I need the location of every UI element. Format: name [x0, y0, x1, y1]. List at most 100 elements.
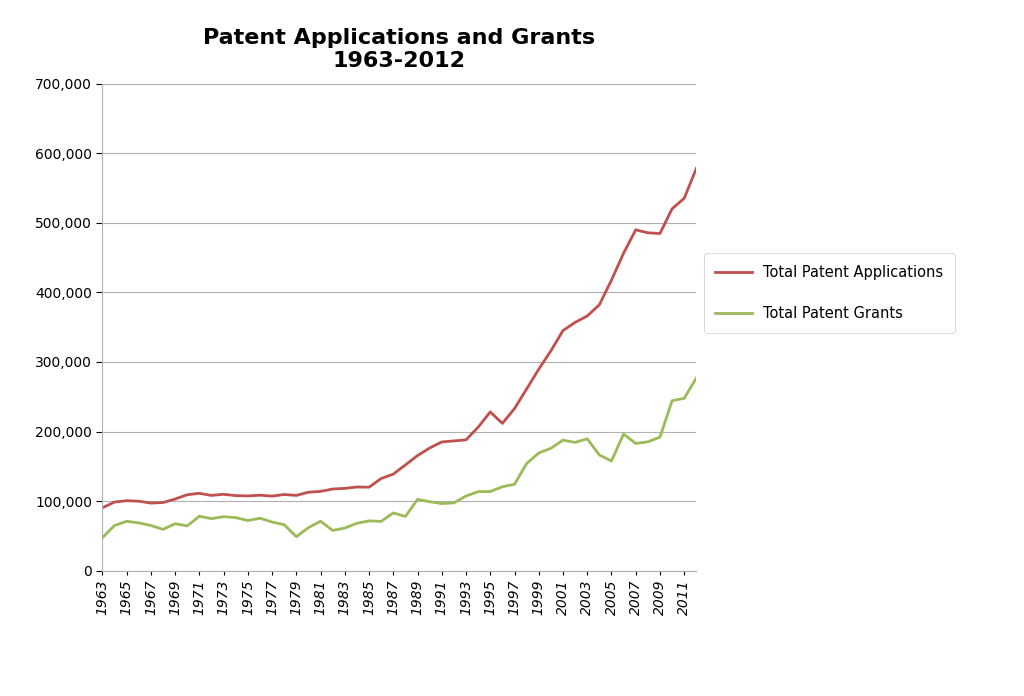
Total Patent Applications: [266, 492, 279, 500]
Total Patent Applications: [327, 485, 339, 493]
Total Patent Grants: [412, 496, 424, 504]
Total Patent Applications: [497, 419, 509, 427]
Total Patent Grants: [169, 519, 181, 528]
Total Patent Grants: [678, 394, 690, 402]
Total Patent Grants: [242, 516, 254, 525]
Total Patent Applications: [581, 312, 593, 320]
Total Patent Grants: [447, 498, 460, 507]
Total Patent Applications: [144, 499, 157, 507]
Total Patent Grants: [520, 459, 532, 468]
Total Patent Applications: [605, 276, 617, 284]
Total Patent Applications: [96, 504, 109, 512]
Total Patent Grants: [327, 526, 339, 535]
Total Patent Grants: [181, 522, 194, 530]
Total Patent Grants: [351, 519, 364, 528]
Total Patent Grants: [157, 525, 169, 534]
Total Patent Applications: [121, 496, 133, 505]
Total Patent Applications: [133, 497, 145, 505]
Total Patent Grants: [339, 524, 351, 532]
Total Patent Applications: [375, 475, 387, 483]
Total Patent Grants: [266, 518, 279, 526]
Total Patent Grants: [96, 534, 109, 542]
Total Patent Applications: [181, 491, 194, 499]
Total Patent Applications: [545, 347, 557, 355]
Total Patent Grants: [653, 433, 666, 441]
Total Patent Grants: [557, 436, 569, 444]
Total Patent Applications: [157, 498, 169, 507]
Total Patent Applications: [339, 484, 351, 493]
Total Patent Grants: [314, 517, 327, 525]
Total Patent Applications: [217, 490, 229, 498]
Title: Patent Applications and Grants
1963-2012: Patent Applications and Grants 1963-2012: [204, 28, 595, 71]
Total Patent Grants: [387, 509, 399, 517]
Total Patent Grants: [581, 434, 593, 443]
Total Patent Applications: [109, 498, 121, 506]
Total Patent Grants: [532, 449, 545, 457]
Total Patent Grants: [254, 514, 266, 523]
Total Patent Applications: [447, 437, 460, 445]
Total Patent Grants: [217, 512, 229, 521]
Total Patent Grants: [399, 512, 412, 521]
Total Patent Applications: [532, 365, 545, 373]
Total Patent Grants: [229, 514, 242, 522]
Total Patent Grants: [508, 480, 520, 489]
Total Patent Applications: [424, 444, 436, 452]
Total Patent Applications: [508, 404, 520, 413]
Line: Total Patent Applications: Total Patent Applications: [102, 168, 696, 508]
Total Patent Grants: [435, 500, 447, 508]
Total Patent Grants: [666, 397, 678, 405]
Total Patent Applications: [194, 489, 206, 498]
Total Patent Grants: [290, 532, 302, 541]
Total Patent Applications: [484, 408, 497, 416]
Total Patent Applications: [206, 491, 218, 500]
Total Patent Grants: [497, 482, 509, 491]
Total Patent Grants: [617, 430, 630, 438]
Total Patent Grants: [375, 517, 387, 525]
Total Patent Applications: [242, 491, 254, 500]
Legend: Total Patent Applications, Total Patent Grants: Total Patent Applications, Total Patent …: [703, 253, 955, 333]
Total Patent Applications: [169, 495, 181, 503]
Total Patent Applications: [666, 205, 678, 213]
Total Patent Grants: [279, 521, 291, 529]
Total Patent Applications: [314, 487, 327, 496]
Total Patent Applications: [630, 226, 642, 234]
Total Patent Applications: [229, 491, 242, 500]
Total Patent Applications: [569, 318, 582, 326]
Total Patent Grants: [605, 457, 617, 465]
Total Patent Grants: [630, 439, 642, 448]
Total Patent Grants: [362, 516, 375, 525]
Total Patent Grants: [144, 521, 157, 530]
Total Patent Grants: [545, 444, 557, 452]
Total Patent Applications: [362, 483, 375, 491]
Total Patent Applications: [593, 301, 605, 309]
Line: Total Patent Grants: Total Patent Grants: [102, 378, 696, 538]
Total Patent Applications: [435, 438, 447, 446]
Total Patent Applications: [472, 423, 484, 432]
Total Patent Applications: [460, 436, 472, 444]
Total Patent Grants: [302, 523, 314, 532]
Total Patent Grants: [484, 487, 497, 496]
Total Patent Applications: [254, 491, 266, 499]
Total Patent Grants: [109, 521, 121, 530]
Total Patent Applications: [387, 470, 399, 478]
Total Patent Grants: [133, 519, 145, 527]
Total Patent Grants: [424, 498, 436, 506]
Total Patent Applications: [520, 385, 532, 393]
Total Patent Grants: [593, 451, 605, 459]
Total Patent Grants: [642, 438, 654, 446]
Total Patent Applications: [290, 491, 302, 500]
Total Patent Applications: [690, 164, 702, 173]
Total Patent Grants: [206, 514, 218, 523]
Total Patent Grants: [194, 512, 206, 521]
Total Patent Applications: [617, 249, 630, 258]
Total Patent Grants: [460, 492, 472, 500]
Total Patent Applications: [653, 230, 666, 238]
Total Patent Grants: [472, 487, 484, 496]
Total Patent Applications: [399, 461, 412, 469]
Total Patent Applications: [642, 228, 654, 237]
Total Patent Applications: [557, 326, 569, 335]
Total Patent Grants: [569, 438, 582, 447]
Total Patent Grants: [121, 517, 133, 525]
Total Patent Applications: [678, 194, 690, 203]
Total Patent Applications: [279, 490, 291, 498]
